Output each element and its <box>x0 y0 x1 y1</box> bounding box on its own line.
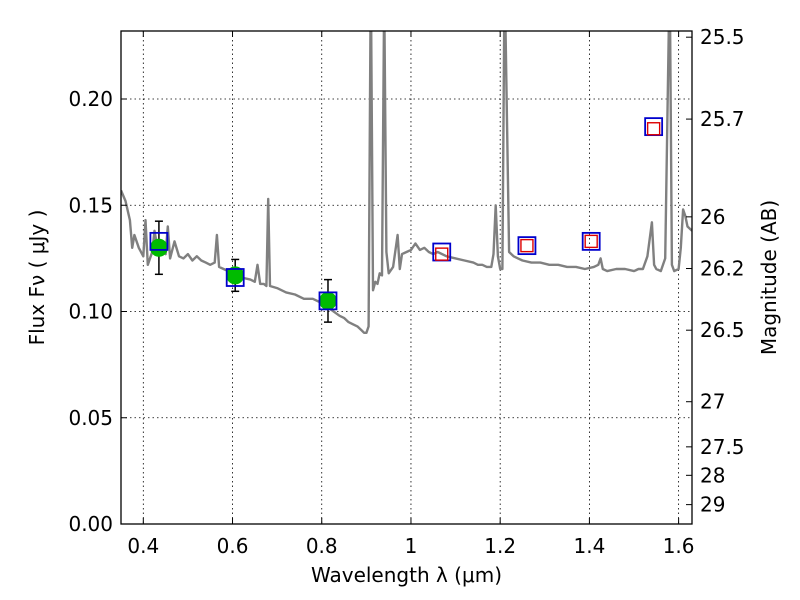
plot-frame <box>120 30 693 525</box>
photometry-markers <box>149 117 664 323</box>
y-tick-label: 0.00 <box>68 512 113 536</box>
model-flux-inner-square <box>520 238 534 253</box>
y-tick-label: 0.15 <box>68 193 113 217</box>
axis-ticks: 0.4 0.6 0.8 1 1.2 1.4 1.6 0.00 0.05 0.10 0.15 0.20 2… <box>68 25 744 558</box>
model-flux-inner-square <box>435 247 449 261</box>
y-tick-label: 0.10 <box>68 300 113 324</box>
grid-lines <box>121 31 692 524</box>
right-tick-label: 26.2 <box>700 257 745 281</box>
observed-flux-point <box>318 291 337 310</box>
x-tick-label: 1.4 <box>573 534 605 558</box>
x-tick-label: 0.4 <box>127 534 159 558</box>
y-tick-label: 0.20 <box>68 87 113 111</box>
model-flux-square <box>149 231 169 251</box>
model-flux-inner-square <box>584 234 598 249</box>
right-tick-label: 26.5 <box>700 318 745 342</box>
model-flux-square <box>517 236 537 256</box>
right-tick-label: 26 <box>700 205 725 229</box>
x-tick-label: 0.6 <box>217 534 249 558</box>
model-spectrum <box>121 31 692 334</box>
spectrum-line <box>121 31 692 334</box>
y-tick-label: 0.05 <box>68 406 113 430</box>
right-tick-label: 25.5 <box>700 25 745 49</box>
x-axis-label: Wavelength λ (μm) <box>311 563 502 587</box>
x-tick-label: 1.6 <box>663 534 695 558</box>
right-tick-label: 27 <box>700 390 725 414</box>
model-flux-inner-square <box>646 122 661 136</box>
x-tick-label: 1 <box>405 534 418 558</box>
x-tick-label: 0.8 <box>306 534 338 558</box>
model-flux-square <box>225 268 245 287</box>
model-flux-square <box>318 291 338 311</box>
right-tick-label: 28 <box>700 463 725 487</box>
y-axis-label: Flux Fν ( μJy ) <box>25 210 49 346</box>
right-axis-label: Magnitude (AB) <box>757 200 781 355</box>
right-tick-label: 29 <box>700 493 725 517</box>
x-tick-label: 1.2 <box>484 534 516 558</box>
observed-flux-point <box>149 238 168 257</box>
right-tick-label: 27.5 <box>700 435 745 459</box>
right-tick-label: 25.7 <box>700 107 745 131</box>
model-flux-square <box>581 231 601 251</box>
